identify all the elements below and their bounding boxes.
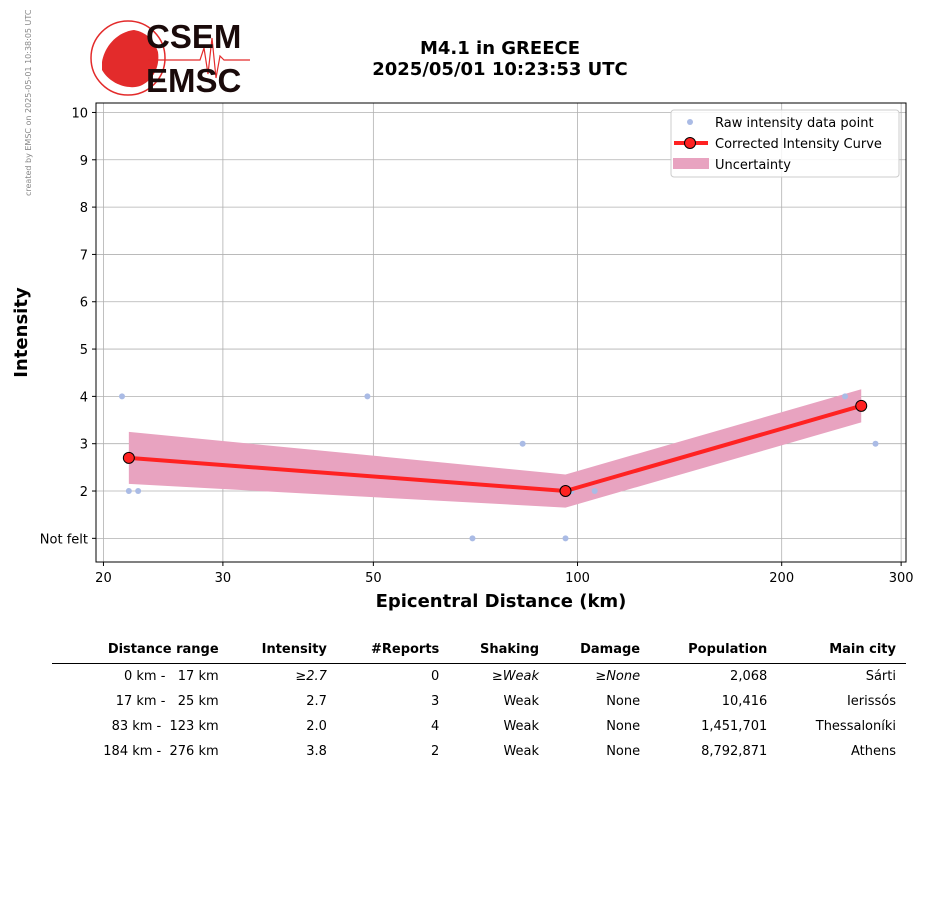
table-cell: Sárti	[865, 669, 896, 684]
x-tick-label: 30	[215, 571, 232, 586]
table-cell: Thessaloníki	[815, 719, 896, 734]
y-axis-label: Intensity	[11, 287, 32, 378]
x-axis-label: Epicentral Distance (km)	[376, 591, 627, 612]
table-cell: 3.8	[306, 744, 327, 759]
uncertainty-band	[128, 389, 862, 508]
y-tick-label: 4	[80, 390, 88, 405]
curve-point-0	[122, 451, 135, 464]
table-header-cell: Main city	[777, 640, 906, 664]
raw-point-0	[119, 393, 126, 400]
table-row: 17 km - 25 km 2.7 3 Weak None 10,416 Ierissós	[52, 689, 906, 714]
table-header-cell: Intensity	[228, 640, 337, 664]
y-tick-label: 5	[80, 343, 88, 358]
table-header-cell: Population	[650, 640, 778, 664]
raw-point-4	[469, 535, 476, 542]
legend-label-curve: Corrected Intensity Curve	[715, 137, 882, 152]
y-tick-label: 7	[80, 248, 88, 263]
y-tick-label: 9	[80, 154, 88, 169]
table-cell: 0	[431, 669, 440, 684]
y-tick-label: Not felt	[40, 532, 88, 547]
table-cell: None	[606, 744, 641, 759]
curve-point-2	[855, 399, 868, 412]
logo-globe-outline	[90, 20, 166, 96]
x-tick-label: 300	[889, 571, 914, 586]
table-cell: 0 km - 17 km	[123, 669, 219, 684]
table-cell: 2	[431, 744, 440, 759]
table-cell: 17 km - 25 km	[115, 694, 219, 709]
table-cell: 1,451,701	[701, 719, 768, 734]
table-cell: ≥2.7	[295, 669, 327, 684]
raw-point-3	[364, 393, 371, 400]
logo-map-shape	[102, 30, 159, 88]
raw-point-5	[519, 440, 526, 447]
raw-point-9	[842, 393, 849, 400]
table-cell: 2.0	[306, 719, 327, 734]
legend-curve-marker	[684, 137, 696, 149]
chart-title: M4.1 in GREECE 2025/05/01 10:23:53 UTC	[300, 38, 700, 80]
table-cell: 3	[431, 694, 440, 709]
x-tick-label: 50	[365, 571, 382, 586]
table-row: 0 km - 17 km ≥2.7 0 ≥Weak ≥None 2,068 Sárti	[52, 664, 906, 690]
table-cell: 83 km - 123 km	[111, 719, 219, 734]
table-cell: ≥None	[595, 669, 641, 684]
x-tick-label: 200	[769, 571, 794, 586]
table-cell: Ierissós	[846, 694, 896, 709]
curve-point-1	[559, 485, 572, 498]
title-event: M4.1 in GREECE	[419, 38, 581, 59]
table-cell: Athens	[850, 744, 896, 759]
y-tick-label: 3	[80, 438, 88, 453]
table-cell: 4	[431, 719, 440, 734]
raw-point-8	[591, 488, 598, 495]
legend-raw-marker	[687, 119, 693, 125]
csem-emsc-logo: CSEM EMSC	[90, 18, 250, 99]
raw-point-10	[872, 440, 879, 447]
table-cell: ≥Weak	[491, 669, 540, 684]
x-tick-label: 100	[565, 571, 590, 586]
y-tick-label: 10	[71, 106, 88, 121]
legend-label-raw: Raw intensity data point	[715, 116, 874, 131]
table-header-cell: #Reports	[336, 640, 450, 664]
logo-text-csem: CSEM	[146, 18, 241, 55]
y-tick-label: 2	[80, 485, 88, 500]
table-header-cell: Shaking	[449, 640, 550, 664]
table-header-row: Distance range Intensity #Reports Shaking Da…	[52, 640, 906, 664]
table-header-cell: Damage	[549, 640, 651, 664]
table-cell: 184 km - 276 km	[103, 744, 219, 759]
table-cell: None	[606, 694, 641, 709]
legend-box	[670, 109, 900, 178]
logo-text-emsc: EMSC	[146, 62, 241, 99]
legend-label-band: Uncertainty	[715, 158, 791, 173]
intensity-chart: 20 30 50 100 200 300 Not felt 2 3 4 5 6 7 8 9 10 Epicent…	[11, 102, 914, 612]
raw-point-2	[135, 488, 142, 495]
y-tick-label: 6	[80, 296, 88, 311]
table-cell: 2.7	[306, 694, 327, 709]
plot-frame	[95, 102, 907, 563]
table-row: 83 km - 123 km 2.0 4 Weak None 1,451,701 Thess…	[52, 714, 906, 739]
x-tick-label: 20	[95, 571, 112, 586]
table-cell: Weak	[503, 694, 540, 709]
y-tick-label: 8	[80, 201, 88, 216]
legend-band-swatch	[673, 158, 709, 169]
raw-point-1	[125, 488, 132, 495]
table-row: 184 km - 276 km 3.8 2 Weak None 8,792,871 Athe…	[52, 739, 906, 764]
table-cell: None	[606, 719, 641, 734]
logo-seismogram	[148, 37, 250, 79]
intensity-table: Distance range Intensity #Reports Shaking Da…	[52, 640, 906, 764]
table-cell: 2,068	[730, 669, 768, 684]
title-datetime: 2025/05/01 10:23:53 UTC	[372, 59, 628, 80]
table-cell: Weak	[503, 719, 540, 734]
table-cell: Weak	[503, 744, 540, 759]
raw-point-6	[562, 535, 569, 542]
table-cell: 8,792,871	[701, 744, 768, 759]
table-cell: 10,416	[721, 694, 768, 709]
table-header-cell: Distance range	[52, 640, 229, 664]
